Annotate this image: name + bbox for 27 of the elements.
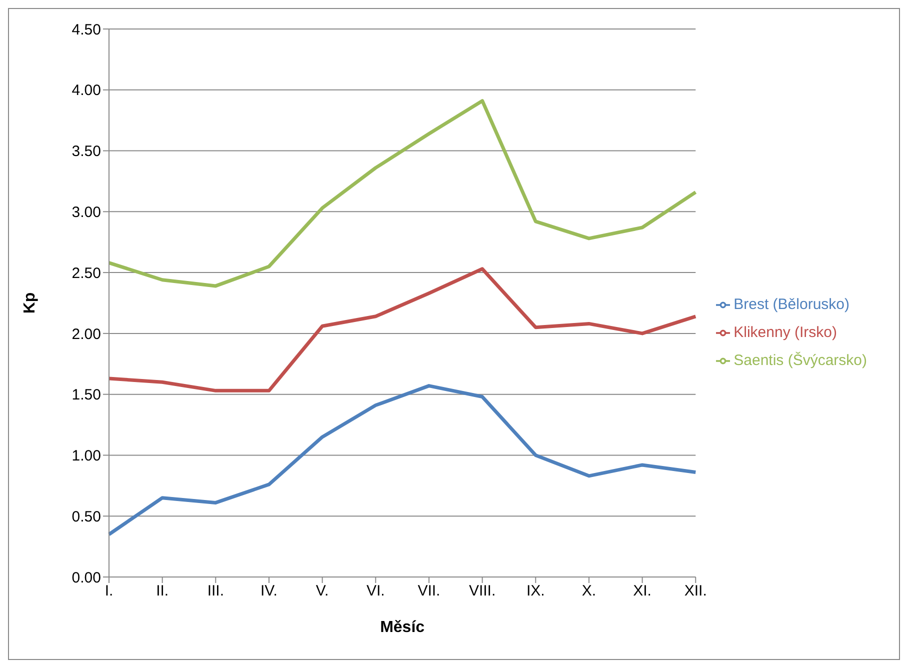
x-tick-label: IX. bbox=[526, 582, 545, 600]
x-axis-title: Měsíc bbox=[380, 619, 425, 636]
x-tick-label: XII. bbox=[684, 582, 707, 600]
y-tick-label: 1.00 bbox=[72, 448, 101, 465]
x-tick-label: X. bbox=[582, 582, 596, 600]
y-tick-label: 3.00 bbox=[72, 204, 101, 221]
legend-label: Saentis (Švýcarsko) bbox=[734, 352, 867, 369]
x-tick-label: II. bbox=[156, 582, 169, 600]
x-tick-label: III. bbox=[207, 582, 224, 600]
y-tick-label: 4.50 bbox=[72, 21, 101, 38]
y-tick-label: 0.50 bbox=[72, 508, 101, 526]
y-axis-title: Kp bbox=[22, 292, 39, 314]
x-tick-label: I. bbox=[104, 582, 114, 600]
y-tick-label: 0.00 bbox=[72, 569, 101, 586]
x-tick-label: VI. bbox=[366, 582, 385, 600]
x-tick-label: IV. bbox=[260, 582, 278, 600]
x-tick-label: V. bbox=[316, 582, 329, 600]
x-tick-label: VII. bbox=[418, 582, 440, 600]
x-tick-label: VIII. bbox=[468, 582, 496, 600]
y-tick-label: 2.00 bbox=[72, 326, 101, 343]
legend-label: Brest (Bělorusko) bbox=[734, 296, 850, 313]
y-tick-label: 3.50 bbox=[72, 143, 101, 160]
x-tick-label: XI. bbox=[633, 582, 652, 600]
y-tick-label: 2.50 bbox=[72, 264, 101, 282]
legend-label: Klikenny (Irsko) bbox=[734, 324, 837, 341]
y-tick-label: 1.50 bbox=[72, 386, 101, 404]
y-tick-label: 4.00 bbox=[72, 82, 101, 100]
